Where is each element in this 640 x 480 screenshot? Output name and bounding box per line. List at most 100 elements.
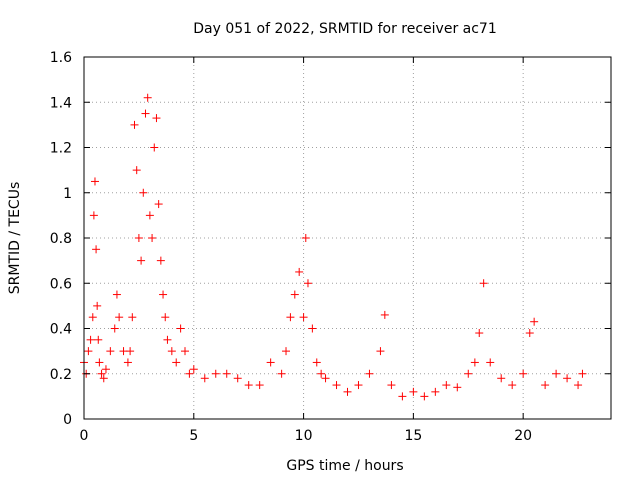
data-point — [479, 279, 488, 288]
data-point — [508, 381, 517, 390]
x-tick-label: 20 — [514, 428, 532, 444]
data-point — [126, 347, 135, 356]
data-point — [282, 347, 291, 356]
data-point — [552, 369, 561, 378]
data-point — [94, 335, 103, 344]
data-point — [525, 329, 534, 338]
data-point — [167, 347, 176, 356]
data-point — [86, 335, 95, 344]
data-point — [84, 347, 93, 356]
data-point — [163, 335, 172, 344]
data-point — [519, 369, 528, 378]
data-point — [172, 358, 181, 367]
data-point — [222, 369, 231, 378]
data-point — [578, 369, 587, 378]
data-point — [99, 374, 108, 383]
data-point — [497, 374, 506, 383]
data-point — [148, 234, 157, 242]
data-point — [115, 313, 124, 322]
data-point — [128, 313, 137, 322]
data-point — [137, 256, 146, 265]
data-point — [88, 313, 97, 322]
data-point — [112, 290, 121, 299]
data-point — [354, 381, 363, 390]
data-point — [154, 200, 163, 209]
y-tick-label: 0.2 — [50, 367, 72, 383]
y-tick-label: 1.4 — [50, 95, 72, 111]
y-tick-label: 0 — [63, 412, 72, 428]
data-point — [110, 324, 119, 333]
data-point — [409, 387, 418, 396]
data-point — [301, 234, 310, 242]
y-tick-label: 1.2 — [50, 141, 72, 157]
data-point — [431, 387, 440, 396]
y-tick-label: 1 — [63, 186, 72, 202]
data-point — [380, 310, 389, 319]
data-point — [308, 324, 317, 333]
plot-frame — [83, 56, 612, 420]
chart-title: Day 051 of 2022, SRMTID for receiver ac7… — [193, 21, 497, 37]
x-tick-label: 10 — [295, 428, 313, 444]
y-tick-label: 1.6 — [50, 50, 72, 66]
data-point — [139, 188, 148, 197]
data-point — [574, 381, 583, 390]
data-point — [464, 369, 473, 378]
data-point — [470, 358, 479, 367]
data-point — [290, 290, 299, 299]
y-axis-ticks: 0 0.2 0.4 0.6 0.8 1 1.2 1.4 1.6 — [50, 50, 611, 428]
data-point — [387, 381, 396, 390]
data-point — [541, 381, 550, 390]
data-point — [475, 329, 484, 338]
data-point — [150, 143, 159, 152]
x-axis-label: GPS time / hours — [286, 458, 403, 474]
data-point — [145, 211, 154, 220]
data-point — [90, 177, 99, 186]
data-point — [106, 347, 115, 356]
data-point — [295, 267, 304, 276]
data-point — [161, 313, 170, 322]
data-point — [89, 211, 98, 220]
data-point — [332, 381, 341, 390]
data-point — [132, 166, 141, 175]
data-point — [134, 234, 143, 242]
data-point — [189, 365, 198, 374]
data-point — [185, 369, 194, 378]
data-point — [123, 358, 132, 367]
data-point — [563, 374, 572, 383]
data-point — [365, 369, 374, 378]
data-point — [343, 387, 352, 396]
data-point — [277, 369, 286, 378]
data-point — [233, 374, 242, 383]
data-point — [442, 381, 451, 390]
data-point — [141, 109, 150, 118]
y-tick-label: 0.4 — [50, 322, 72, 338]
data-point — [95, 358, 104, 367]
data-point — [156, 256, 165, 265]
data-point — [453, 383, 462, 392]
data-point — [486, 358, 495, 367]
data-point — [376, 347, 385, 356]
data-point — [266, 358, 275, 367]
data-point — [143, 93, 152, 102]
grid — [84, 57, 611, 419]
y-tick-label: 0.8 — [50, 231, 72, 247]
y-tick-label: 0.6 — [50, 276, 72, 292]
data-point — [159, 290, 168, 299]
data-point — [181, 347, 190, 356]
data-point — [101, 365, 110, 374]
x-tick-label: 15 — [404, 428, 422, 444]
data-point — [317, 369, 326, 378]
data-point — [530, 317, 539, 326]
data-point — [211, 369, 220, 378]
data-point — [255, 381, 264, 390]
data-point — [200, 374, 209, 383]
data-point — [420, 392, 429, 401]
data-point — [97, 369, 106, 378]
x-tick-label: 0 — [80, 428, 89, 444]
x-tick-label: 5 — [189, 428, 198, 444]
data-point — [286, 313, 295, 322]
data-point — [312, 358, 321, 367]
data-point — [244, 381, 253, 390]
data-points — [80, 93, 587, 401]
